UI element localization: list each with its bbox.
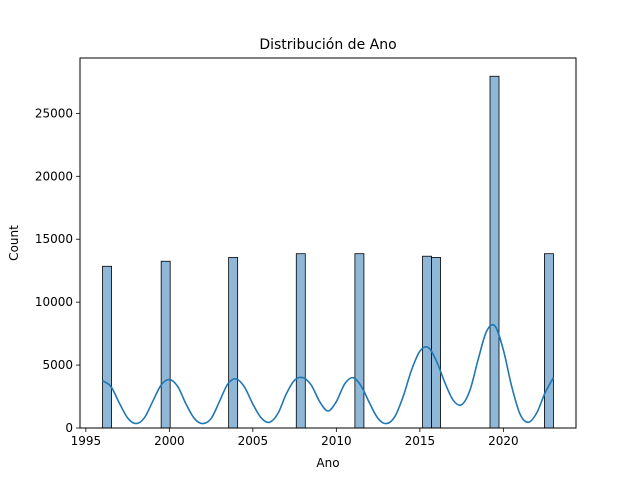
y-tick-label: 20000 (35, 169, 73, 183)
y-axis-ticks: 0 5000 10000 15000 20000 25000 (35, 106, 80, 435)
histogram-bar-9 (544, 253, 554, 429)
x-axis-label: Ano (316, 456, 339, 470)
y-axis-label: Count (7, 225, 21, 261)
y-tick-label: 5000 (42, 358, 73, 372)
y-tick-label: 0 (65, 421, 73, 435)
y-tick-label: 25000 (35, 106, 73, 120)
histogram-bar-7 (431, 257, 441, 429)
histogram-bar-4 (295, 253, 306, 429)
kde-line (102, 323, 555, 425)
histogram-bar-5 (354, 253, 365, 429)
x-axis-ticks: 1995 2000 2005 2010 2015 2020 (71, 428, 519, 448)
histogram-bar-8 (489, 75, 500, 429)
x-tick-label: 2020 (488, 434, 519, 448)
bars-layer (102, 75, 554, 429)
y-tick-label: 10000 (35, 295, 73, 309)
x-tick-label: 2010 (321, 434, 352, 448)
x-tick-label: 2000 (154, 434, 185, 448)
x-tick-label: 2015 (405, 434, 436, 448)
chart-title: Distribución de Ano (259, 37, 396, 53)
histogram-bar-2 (160, 260, 171, 429)
x-tick-label: 2005 (238, 434, 269, 448)
histogram-bar-3 (228, 257, 239, 429)
histogram-bar-6 (422, 255, 432, 429)
y-tick-label: 15000 (35, 232, 73, 246)
histogram-bar-1 (102, 265, 112, 429)
plot-frame (79, 57, 577, 429)
kde-layer (102, 323, 555, 425)
x-tick-label: 1995 (71, 434, 102, 448)
